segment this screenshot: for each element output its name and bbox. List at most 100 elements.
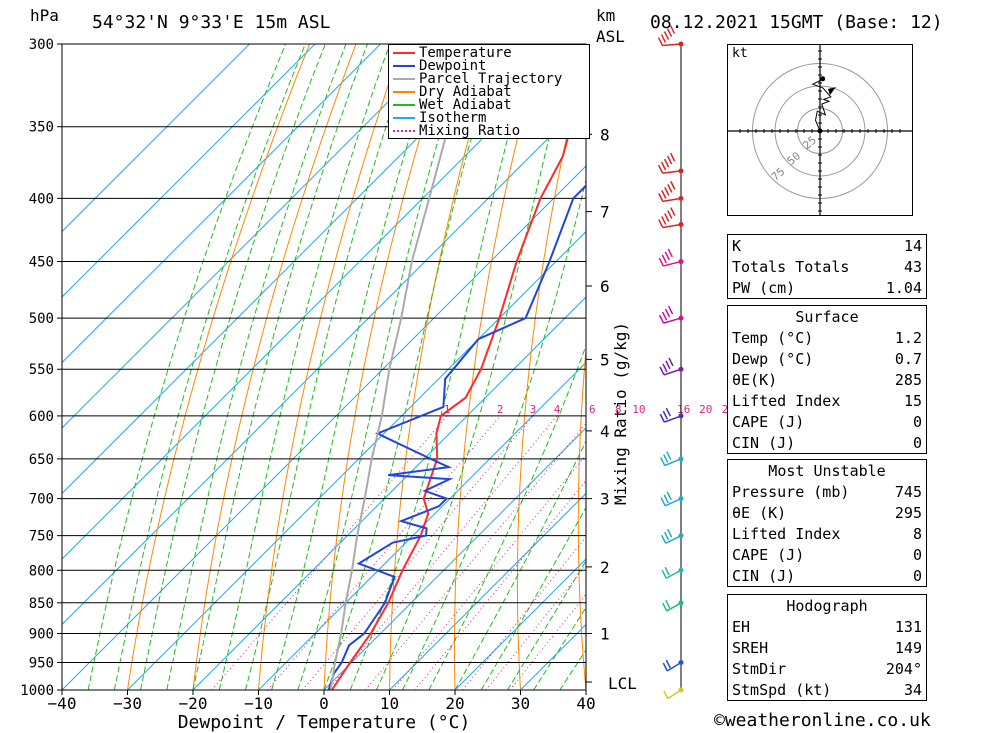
row-label: Lifted Index	[732, 524, 841, 543]
wind-barb-flag	[665, 599, 671, 609]
wind-barb-flag	[667, 210, 673, 219]
temperature-line	[331, 82, 586, 690]
isotherm-line	[323, 427, 586, 690]
lcl-label: LCL	[608, 674, 637, 693]
hodograph: 25 50 75 kt	[727, 44, 913, 216]
wind-barb-flag	[668, 357, 674, 367]
legend-swatch	[393, 117, 415, 119]
wind-barb-flag	[657, 164, 664, 174]
wind-barb	[664, 415, 682, 423]
asl-unit-label: ASL	[596, 27, 625, 46]
temperature-tick-label: 30	[511, 694, 530, 713]
dry-adiabat-line	[516, 50, 586, 690]
temperature-tick-label: −40	[48, 694, 77, 713]
row-value: 204°	[885, 659, 922, 678]
row-value: 0.7	[894, 349, 922, 368]
mixing-ratio-line	[462, 536, 586, 690]
wind-barb-flag	[669, 25, 676, 34]
isotherm-line	[454, 558, 586, 690]
pressure-tick-label: 700	[29, 492, 54, 508]
wind-barb-flag	[667, 184, 673, 193]
table-row: Lifted Index 15	[728, 390, 927, 411]
dry-adiabat-line	[389, 44, 496, 690]
isotherm-line	[127, 230, 586, 690]
dry-adiabat-line	[323, 44, 450, 690]
legend-swatch	[393, 91, 415, 93]
table-row: StmSpd (kt) 34	[728, 679, 927, 701]
wind-barb-flag	[666, 451, 672, 460]
table-title: Most Unstable	[768, 461, 886, 480]
row-value: 131	[894, 617, 922, 636]
temperature-tick-label: 20	[445, 694, 464, 713]
wind-barb	[666, 661, 682, 672]
location-title: 54°32'N 9°33'E 15m ASL	[92, 12, 331, 33]
mixing-ratio-label: 8	[615, 403, 622, 416]
wet-adiabat-line	[87, 44, 287, 690]
dry-adiabat-line	[957, 44, 1000, 690]
km-tick-label: 2	[600, 558, 610, 577]
km-tick-label: 8	[600, 125, 610, 144]
row-value: 34	[903, 680, 922, 699]
row-value: 0	[912, 412, 922, 431]
pressure-tick-label: 550	[29, 362, 54, 378]
wind-barb-flag	[664, 308, 671, 318]
pressure-tick-label: 900	[29, 626, 54, 642]
wet-adiabat-line	[480, 506, 586, 690]
pressure-tick-label: 650	[29, 452, 54, 468]
row-value: 295	[894, 503, 922, 522]
row-label: StmDir	[732, 659, 787, 678]
wet-adiabat-line	[349, 44, 534, 690]
wind-barb	[662, 223, 682, 229]
wind-barb-flag	[667, 305, 674, 315]
hpa-unit-label: hPa	[30, 6, 59, 25]
mixing-ratio-line	[211, 415, 448, 690]
row-label: SREH	[732, 638, 769, 657]
mixing-ratio-label: 20	[699, 403, 712, 416]
wet-adiabat-line	[428, 344, 586, 690]
pressure-tick-label: 300	[29, 37, 54, 53]
wet-adiabat-line	[297, 44, 468, 690]
row-label: K	[732, 236, 742, 255]
wind-barb	[666, 602, 682, 612]
table-row: Temp (°C) 1.2	[728, 327, 927, 348]
background-lines	[62, 44, 1000, 690]
mixing-ratio-label: 1	[444, 403, 451, 416]
wind-barb-flag	[663, 454, 669, 463]
row-label: CAPE (J)	[732, 545, 805, 564]
surface-table: Surface Temp (°C) 1.2 Dewp (°C) 0.7 θE(K) 285 L…	[727, 305, 927, 454]
legend-item: Dewpoint	[393, 59, 486, 73]
wet-adiabat-line	[402, 178, 586, 690]
row-value: 15	[903, 391, 922, 410]
storm-motion-arrow	[828, 87, 836, 95]
wet-adiabat-line	[113, 44, 306, 690]
isotherm-line	[258, 361, 586, 690]
wind-barb	[665, 569, 682, 579]
wind-barb-flag	[658, 314, 665, 324]
isotherm-line	[62, 44, 381, 364]
hodograph-origin	[817, 128, 823, 134]
legend-swatch	[393, 130, 415, 132]
mixing-ratio-axis-label: Mixing Ratio (g/kg)	[611, 321, 630, 505]
hodograph-unit-label: kt	[732, 46, 748, 61]
row-label: StmSpd (kt)	[732, 680, 832, 699]
wind-barb-flag	[660, 457, 666, 466]
stability-indices-table: K 14 Totals Totals 43 PW (cm) 1.04	[727, 234, 927, 299]
table-row: EH 131	[728, 616, 927, 637]
wind-barb-flag	[664, 251, 670, 261]
wind-barb-flag	[667, 248, 673, 258]
hodograph-table: Hodograph EH 131 SREH 149 StmDir 204° StmSpd (k…	[727, 594, 927, 701]
pressure-tick-label: 400	[29, 191, 54, 207]
table-row: Pressure (mb) 745	[728, 481, 927, 502]
dewpoint-line	[327, 184, 586, 690]
hodograph-end	[820, 76, 826, 82]
legend-label: Temperature	[419, 45, 512, 61]
row-label: θE (K)	[732, 503, 787, 522]
wind-profile	[657, 25, 684, 700]
legend-label: Parcel Trajectory	[419, 71, 563, 87]
dry-adiabat-line	[695, 44, 728, 690]
wind-barb-flag	[663, 494, 669, 504]
wind-barb-flag	[669, 152, 676, 162]
row-label: EH	[732, 617, 751, 636]
temperature-tick-label: 40	[576, 694, 595, 713]
table-row: θE(K) 285	[728, 369, 927, 390]
